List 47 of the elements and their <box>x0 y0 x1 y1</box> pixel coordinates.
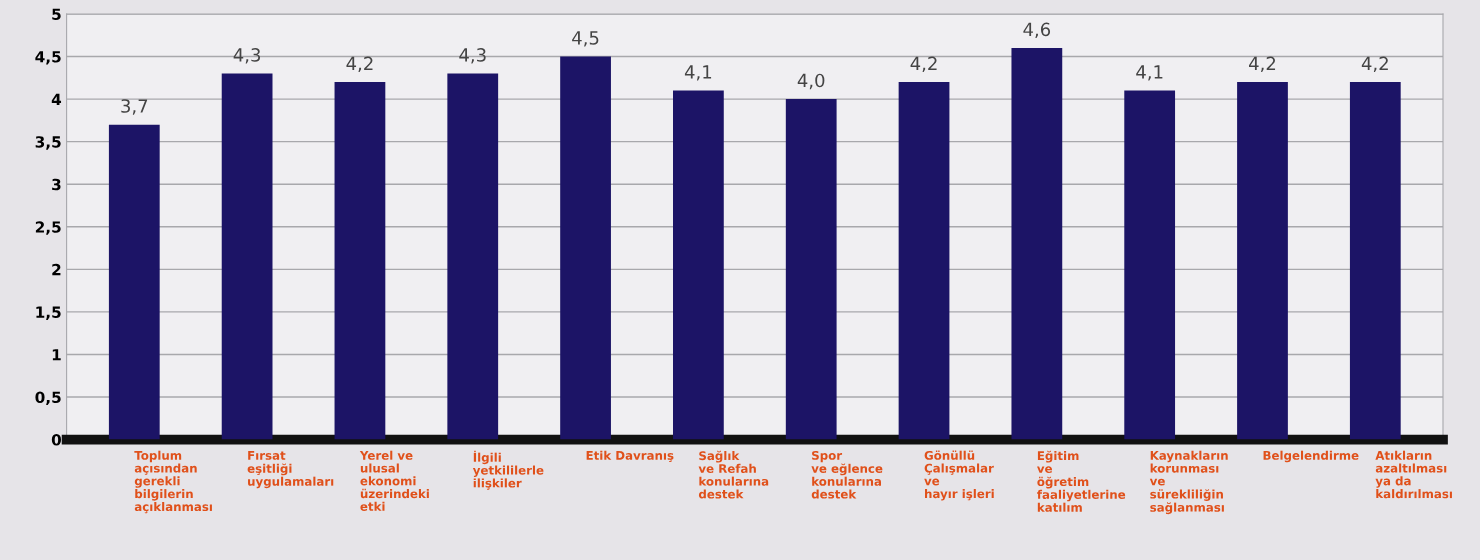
x-tick-label: Kaynakların korunması ve sürekliliğin sağlanması <box>1149 450 1228 515</box>
y-tick-label: 5 <box>52 8 61 21</box>
bar <box>1237 82 1288 440</box>
x-tick-label: Etik Davranış <box>586 450 674 462</box>
y-tick-label: 3 <box>52 178 61 191</box>
data-label: 4,2 <box>1249 56 1276 73</box>
y-tick-label: 0 <box>51 434 62 446</box>
y-tick-label: 2,5 <box>35 221 61 235</box>
bar <box>1011 48 1063 440</box>
data-label: 4,1 <box>1136 65 1163 81</box>
y-tick-label: 4,5 <box>35 51 61 65</box>
x-tick-label: Belgelendirme <box>1263 450 1359 463</box>
data-label: 3,7 <box>121 99 148 115</box>
x-tick-label: Yerel ve ulusal ekonomi üzerindeki etki <box>359 450 429 511</box>
data-label: 4,2 <box>1361 56 1388 73</box>
bar <box>334 82 386 440</box>
data-label: 4,6 <box>1023 22 1051 39</box>
bar <box>1124 90 1176 440</box>
x-tick-label: Sağlık ve Refah konularına destek <box>698 450 769 499</box>
bar <box>447 73 499 440</box>
bar <box>1349 82 1401 440</box>
data-label: 4,3 <box>233 48 261 64</box>
bar <box>898 82 950 440</box>
bar <box>108 124 160 440</box>
x-tick-label: Spor ve eğlence konularına destek <box>811 450 883 499</box>
bar <box>560 56 611 440</box>
data-label: 4,3 <box>459 48 486 64</box>
y-tick-label: 1,5 <box>36 306 61 320</box>
data-label: 4,5 <box>572 31 599 47</box>
x-tick-label: Eğitim ve öğretim faaliyetlerine katılım <box>1037 450 1126 512</box>
bar <box>785 99 837 440</box>
y-tick-label: 1 <box>52 349 61 361</box>
x-tick-label: İlgili yetkililerle ilişkiler <box>472 450 544 490</box>
data-label: 4,2 <box>910 56 937 73</box>
x-tick-label: Fırsat eşitliği uygulamaları <box>247 451 334 489</box>
y-tick-label: 3,5 <box>35 136 61 150</box>
x-tick-label: Toplum açısından gerekli bilgilerin açıklanması <box>134 450 212 514</box>
y-tick-label: 0,5 <box>35 391 61 406</box>
data-label: 4,2 <box>346 56 373 73</box>
data-label: 4,1 <box>684 65 712 81</box>
x-tick-label: Atıkların azaltılması ya da kaldırılması <box>1375 450 1452 499</box>
y-tick-label: 2 <box>52 263 61 276</box>
bar <box>221 73 273 440</box>
x-tick-label: Gönüllü Çalışmalar ve hayır işleri <box>924 450 994 501</box>
data-label: 4,0 <box>797 73 825 90</box>
bar <box>673 90 724 440</box>
y-tick-label: 4 <box>51 93 62 105</box>
